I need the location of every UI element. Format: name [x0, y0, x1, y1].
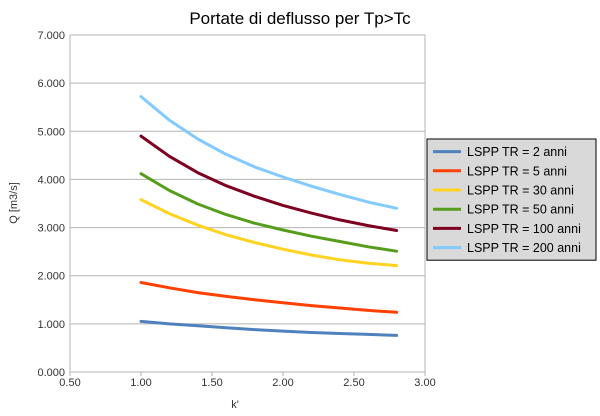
y-tick-label: 3.000 [37, 223, 65, 235]
legend-label: LSPP TR = 200 anni [467, 241, 581, 255]
chart-title: Portate di deflusso per Tp>Tc [189, 9, 411, 28]
series-line-4 [139, 172, 399, 253]
x-tick-label: 1.50 [201, 377, 222, 389]
x-tick-labels: 0.50 1.00 1.50 2.00 2.50 3.00 [59, 377, 435, 389]
legend-label: LSPP TR = 30 anni [467, 184, 574, 198]
y-tick-label: 4.000 [37, 174, 65, 186]
legend: LSPP TR = 2 anni LSPP TR = 5 anni LSPP TR … [426, 138, 597, 261]
legend-label: LSPP TR = 50 anni [467, 203, 574, 217]
series-lines [139, 95, 399, 337]
grid-lines [70, 34, 425, 373]
series-line-2 [139, 281, 399, 314]
x-tick-label: 2.50 [343, 377, 364, 389]
y-tick-label: 7.000 [37, 30, 65, 42]
x-axis-label: k' [231, 399, 239, 411]
x-tick-label: 1.00 [130, 377, 151, 389]
series-line-5 [139, 134, 399, 232]
x-tick-label: 0.50 [59, 377, 80, 389]
series-line-1 [139, 319, 399, 337]
y-axis-label: Q [m3/s] [8, 182, 20, 224]
legend-box [426, 138, 597, 261]
legend-label: LSPP TR = 2 anni [467, 145, 567, 159]
y-tick-label: 1.000 [37, 319, 65, 331]
series-line-6 [139, 95, 399, 210]
series-line-3 [139, 198, 399, 268]
axes [69, 35, 426, 376]
x-tick-label: 3.00 [414, 377, 435, 389]
legend-label: LSPP TR = 100 anni [467, 222, 581, 236]
y-tick-labels: 0.000 1.000 2.000 3.000 4.000 5.000 6.000 7.000 [37, 30, 65, 379]
x-tick-label: 2.00 [272, 377, 293, 389]
y-tick-label: 2.000 [37, 271, 65, 283]
y-tick-label: 0.000 [37, 367, 65, 379]
y-tick-label: 6.000 [37, 78, 65, 90]
y-tick-label: 5.000 [37, 126, 65, 138]
legend-label: LSPP TR = 5 anni [467, 164, 567, 178]
